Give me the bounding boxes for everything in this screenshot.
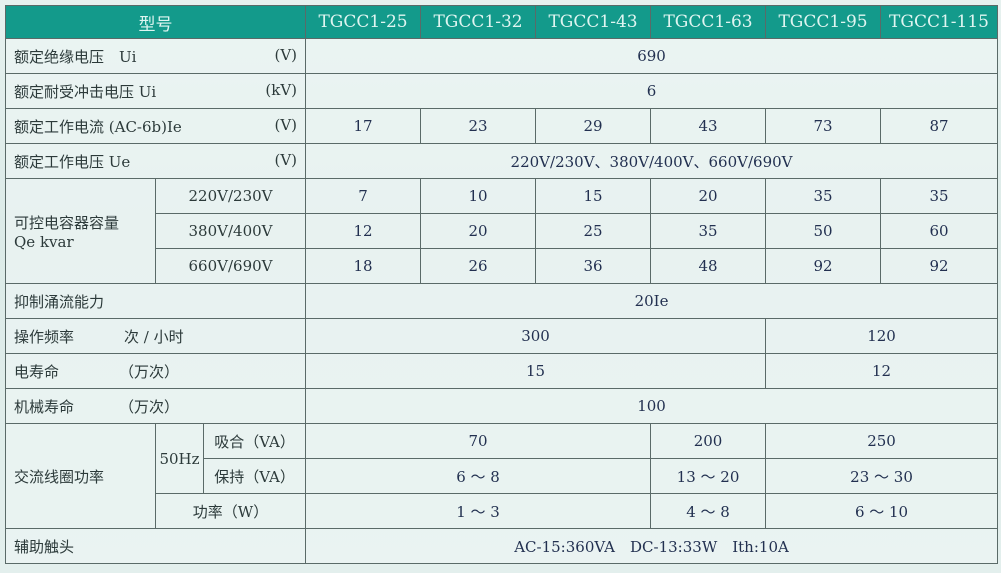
sub-label: 功率（W）: [154, 493, 307, 529]
cell: 10: [420, 178, 537, 214]
cell: 35: [650, 213, 767, 249]
table-row: 可控电容器容量 Qe kvar 220V/230V 7 10 15 20 35 3…: [5, 178, 999, 284]
cell: 220V/230V、380V/400V、660V/690V: [305, 143, 999, 179]
table-row: 抑制涌流能力 20Ie: [4, 283, 999, 319]
model-col: TGCC1-115: [880, 5, 999, 39]
sub-label: 吸合（VA）: [202, 423, 307, 459]
cell: 200: [650, 423, 767, 459]
table-row: 机械寿命 （万次） 100: [4, 388, 999, 424]
model-col: TGCC1-32: [420, 5, 537, 39]
cell: 50: [765, 213, 882, 249]
model-col: TGCC1-95: [765, 5, 882, 39]
sub-label: 220V/230V: [154, 178, 307, 214]
cell: 23 ～ 30: [765, 458, 999, 494]
cell: 250: [765, 423, 999, 459]
cell: 690: [305, 38, 999, 74]
table-row: 380V/400V 12 20 25 35 50 60: [6, 213, 999, 249]
cell: 48: [650, 248, 767, 284]
cell: 300: [305, 318, 767, 354]
cell: 17: [305, 108, 422, 144]
cell: 15: [535, 178, 652, 214]
cell: 73: [765, 108, 882, 144]
cell: 6 ～ 8: [305, 458, 652, 494]
cell: 20: [420, 213, 537, 249]
model-header: 型号: [4, 5, 307, 39]
spec-table: 型号 TGCC1-25 TGCC1-32 TGCC1-43 TGCC1-63 T…: [4, 5, 999, 564]
sub-label: 660V/690V: [154, 248, 307, 284]
cell: 6: [305, 73, 999, 109]
cell: 92: [880, 248, 999, 284]
cell: 29: [535, 108, 652, 144]
cell: 120: [765, 318, 999, 354]
row-label: 抑制涌流能力: [4, 283, 307, 319]
model-col: TGCC1-63: [650, 5, 767, 39]
cell: 6 ～ 10: [765, 493, 999, 529]
freq-label: 50Hz: [155, 423, 204, 494]
table-row: 交流线圈功率 50Hz 吸合（VA） 70 200 250: [5, 423, 999, 529]
table-row: 额定工作电压 Ue (V) 220V/230V、380V/400V、660V/69…: [4, 143, 999, 179]
cell: 20: [650, 178, 767, 214]
cell: 12: [305, 213, 422, 249]
row-label: 交流线圈功率: [5, 423, 156, 529]
cell: 18: [305, 248, 422, 284]
cell: 43: [650, 108, 767, 144]
sub-label: 380V/400V: [154, 213, 307, 249]
cell: 100: [305, 388, 999, 424]
cell: 70: [305, 423, 652, 459]
row-label: 额定耐受冲击电压 Ui (kV): [4, 73, 307, 109]
cell: 23: [420, 108, 537, 144]
cell: 13 ～ 20: [650, 458, 767, 494]
cell: 35: [880, 178, 999, 214]
cell: 60: [880, 213, 999, 249]
model-col: TGCC1-25: [305, 5, 422, 39]
cell: 36: [535, 248, 652, 284]
cell: 25: [535, 213, 652, 249]
row-label: 额定绝缘电压 Ui (V): [4, 38, 307, 74]
table-row: 额定工作电流 (AC-6b)Ie (V) 17 23 29 43 73 87: [4, 108, 999, 144]
table-row: 660V/690V 18 26 36 48 92 92: [6, 248, 999, 284]
cell: 20Ie: [305, 283, 999, 319]
row-label: 操作频率次 / 小时: [4, 318, 307, 354]
cell: 26: [420, 248, 537, 284]
table-row: 功率（W） 1 ～ 3 4 ～ 8 6 ～ 10: [6, 493, 999, 529]
table-row: 额定绝缘电压 Ui (V) 690: [4, 38, 999, 74]
cell: 12: [765, 353, 999, 389]
row-label: 辅助触头: [4, 528, 307, 564]
cell: 4 ～ 8: [650, 493, 767, 529]
row-label: 可控电容器容量 Qe kvar: [5, 178, 156, 284]
table-row: 辅助触头 AC-15:360VA DC-13:33W Ith:10A: [4, 528, 999, 564]
table-row: 电寿命 （万次） 15 12: [4, 353, 999, 389]
table-row: 额定耐受冲击电压 Ui (kV) 6: [4, 73, 999, 109]
cell: 92: [765, 248, 882, 284]
sub-label: 保持（VA）: [202, 458, 307, 494]
cell: 15: [305, 353, 767, 389]
cell: 87: [880, 108, 999, 144]
cell: AC-15:360VA DC-13:33W Ith:10A: [305, 528, 999, 564]
table-row: 保持（VA） 6 ～ 8 13 ～ 20 23 ～ 30: [6, 458, 999, 494]
cell: 35: [765, 178, 882, 214]
row-label: 电寿命 （万次）: [4, 353, 307, 389]
cell: 7: [305, 178, 422, 214]
row-label: 机械寿命 （万次）: [4, 388, 307, 424]
model-col: TGCC1-43: [535, 5, 652, 39]
header-row: 型号 TGCC1-25 TGCC1-32 TGCC1-43 TGCC1-63 T…: [4, 5, 999, 39]
row-label: 额定工作电压 Ue (V): [4, 143, 307, 179]
row-label: 额定工作电流 (AC-6b)Ie (V): [4, 108, 307, 144]
table-row: 操作频率次 / 小时 300 120: [4, 318, 999, 354]
cell: 1 ～ 3: [305, 493, 652, 529]
